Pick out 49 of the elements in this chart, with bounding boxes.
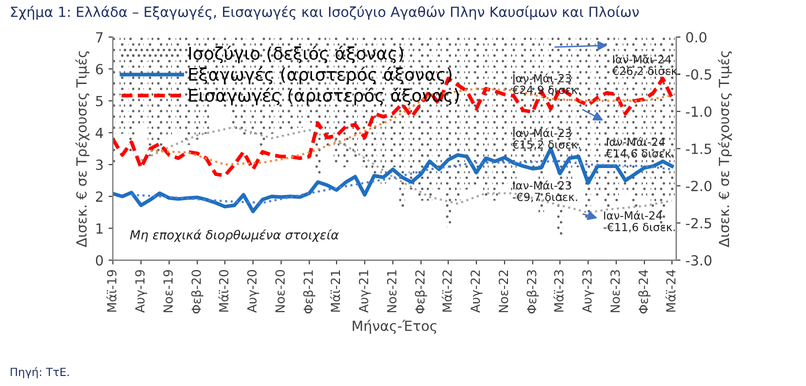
x-tick-label: Αυγ-20 [247, 270, 260, 313]
x-tick-label: Μάϊ-19 [106, 270, 116, 312]
y2-tick-label: -2.0 [686, 180, 712, 192]
x-tick-label: Φεβ-24 [638, 270, 650, 314]
x-tick-label: Νοε-21 [387, 270, 396, 312]
y-axis-title: Δισεκ. € σε Τρέχουσες Τιμές [75, 51, 90, 248]
x-tick-label: Φεβ-23 [526, 270, 539, 314]
x-tick-label: Φεβ-22 [414, 270, 428, 314]
y2-axis-title: Δισεκ. € σε Τρέχουσες Τιμές [718, 51, 732, 248]
text: Πηγή: ΤτΕ. [10, 367, 69, 378]
x-tick-label: Μάϊ-22 [442, 270, 452, 312]
legend-label: Ισοζύγιο (δεξιός άξονας) [189, 46, 404, 64]
x-tick-label: Νοε-19 [163, 270, 173, 312]
annotation: Μη εποχικά διορθωμένα στοιχεία [130, 229, 339, 242]
y-tick-label: 0 [96, 255, 103, 266]
y2-tick-label: -1.5 [686, 144, 712, 154]
y2-tick-label: -3.0 [686, 255, 712, 266]
x-tick-label: Αυγ-23 [582, 270, 594, 313]
x-tick-label: Φεβ-20 [191, 270, 204, 314]
annotation: Ιαν-Μάι-23 -€9,7 δισεκ. [512, 180, 578, 202]
y-tick-label: 6 [96, 64, 103, 74]
annotation: Ιαν-Μάι-24 -€11,6 δισεκ. [604, 210, 675, 232]
y-tick-label: 3 [96, 160, 103, 170]
x-axis-title: Μήνας-Έτος [352, 320, 436, 334]
annotation: Ιαν-Μάι-24 €14,6 δισεκ. [606, 136, 674, 159]
chart-title: Σχήμα 1: Ελλάδα – Εξαγωγές, Εισαγωγές και Ισοζύγιο Αγαθών Πλην Καυσίμων και Πλοίων [11, 6, 639, 20]
x-tick-label: Νοε-23 [610, 270, 620, 312]
x-tick-label: Νοε-20 [275, 270, 285, 312]
legend-label: Εξαγωγές (αριστερός άξονας) [189, 66, 452, 84]
y-tick-label: 7 [96, 32, 103, 42]
x-tick-label: Φεβ-21 [303, 270, 316, 314]
x-tick-label: Αυγ-22 [470, 270, 482, 313]
y2-tick-label: -2.5 [686, 218, 712, 228]
x-tick-label: Νοε-22 [498, 270, 508, 312]
y2-tick-label: -0.5 [686, 69, 712, 80]
x-tick-label: Αυγ-19 [135, 270, 148, 313]
y-tick-label: 1 [96, 223, 103, 234]
x-tick-label: Μάϊ-20 [218, 270, 228, 312]
y-tick-label: 5 [96, 96, 103, 106]
x-tick-label: Αυγ-21 [358, 270, 371, 313]
y-tick-label: 4 [96, 128, 104, 138]
y2-tick-label: 0.0 [686, 32, 706, 43]
line-series [130, 160, 673, 204]
annotation: Ιαν-Μάι-23 €15,2 δισεκ. [512, 128, 580, 150]
x-tick-label: Μάϊ-24 [665, 270, 676, 312]
x-tick-label: Μάϊ-21 [330, 270, 340, 312]
y-tick-label: 2 [96, 191, 102, 202]
y2-tick-label: -1.0 [686, 106, 712, 117]
x-tick-label: Μάϊ-23 [553, 270, 564, 312]
